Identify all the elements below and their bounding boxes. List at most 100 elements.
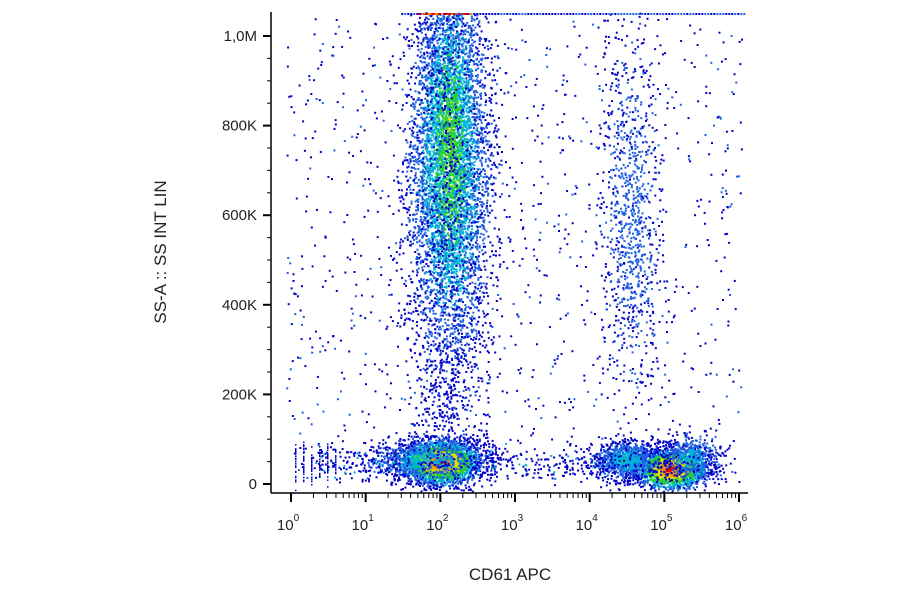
data-dot <box>427 206 430 208</box>
data-dot <box>484 214 487 216</box>
data-dot <box>496 309 499 312</box>
data-dot <box>436 169 439 172</box>
data-dot <box>671 419 674 422</box>
data-dot <box>459 193 462 196</box>
data-dot <box>462 285 465 288</box>
data-dot <box>432 222 435 224</box>
data-dot <box>445 302 447 305</box>
data-dot <box>444 250 446 253</box>
data-dot <box>453 281 456 284</box>
data-dot <box>376 165 379 168</box>
data-dot <box>430 258 433 261</box>
data-dot <box>376 210 379 213</box>
data-dot <box>487 337 490 340</box>
data-dot <box>460 180 463 183</box>
data-dot <box>414 200 417 203</box>
data-dot <box>476 151 479 154</box>
data-dot <box>599 132 602 135</box>
data-dot <box>611 100 614 103</box>
data-dot <box>416 205 419 208</box>
data-dot <box>311 346 314 349</box>
data-dot <box>428 182 431 185</box>
data-dot <box>419 260 422 263</box>
data-dot <box>467 167 470 170</box>
data-dot <box>528 296 531 299</box>
data-dot <box>472 206 475 209</box>
data-dot <box>437 92 440 95</box>
data-dot <box>297 469 300 472</box>
data-dot <box>314 130 317 133</box>
data-dot <box>458 284 461 287</box>
data-dot <box>441 214 444 217</box>
data-dot <box>558 251 561 254</box>
data-dot <box>482 227 485 230</box>
data-dot <box>440 147 442 150</box>
data-dot <box>447 242 450 245</box>
data-dot <box>431 211 434 214</box>
data-dot <box>485 125 488 128</box>
data-dot <box>688 158 691 161</box>
data-dot <box>429 166 432 169</box>
data-dot <box>386 373 389 376</box>
data-dot <box>480 131 483 134</box>
data-dot <box>399 325 402 328</box>
data-dot <box>426 165 429 168</box>
data-dot <box>290 323 293 326</box>
data-dot <box>442 291 445 294</box>
data-dot <box>475 349 478 352</box>
data-dot <box>431 41 434 44</box>
data-dot <box>340 390 342 393</box>
data-dot <box>483 210 485 213</box>
data-dot <box>438 189 441 192</box>
data-dot <box>441 364 444 367</box>
data-dot <box>341 440 344 443</box>
data-dot <box>434 159 437 162</box>
data-dot <box>399 200 402 203</box>
data-dot <box>486 202 488 204</box>
data-dot <box>438 233 441 236</box>
data-dot <box>426 340 429 343</box>
data-dot <box>468 276 470 279</box>
data-dot <box>416 161 418 164</box>
data-dot <box>402 161 404 164</box>
data-dot <box>731 130 734 132</box>
data-dot <box>451 268 454 271</box>
data-dot <box>417 185 420 188</box>
data-dot <box>572 427 575 430</box>
data-dot <box>428 213 431 215</box>
data-dot <box>538 238 541 241</box>
data-dot <box>705 85 708 88</box>
data-dot <box>404 156 407 159</box>
data-dot <box>315 98 318 100</box>
data-dot <box>454 184 457 187</box>
data-dot <box>462 159 465 162</box>
data-dot <box>426 177 429 179</box>
data-dot <box>432 166 435 169</box>
data-dot <box>466 165 469 168</box>
data-dot <box>442 27 445 30</box>
data-dot <box>534 139 537 142</box>
data-dot <box>312 456 315 459</box>
data-dot <box>434 225 437 228</box>
data-dot <box>696 44 699 46</box>
data-dot <box>409 214 411 217</box>
data-dot <box>420 159 423 162</box>
data-dot <box>403 322 406 325</box>
data-dot <box>416 145 419 148</box>
data-dot <box>450 300 453 303</box>
data-dot <box>486 199 489 202</box>
data-dot <box>442 169 445 172</box>
data-dot <box>476 145 478 148</box>
data-dot <box>717 68 720 71</box>
data-dot <box>424 369 427 372</box>
data-dot <box>709 372 712 375</box>
data-dot <box>433 70 436 73</box>
data-dot <box>433 386 436 389</box>
data-dot <box>449 182 452 185</box>
data-dot <box>492 131 495 134</box>
data-dot <box>436 244 439 247</box>
data-dot <box>441 377 444 379</box>
data-dot <box>626 134 629 137</box>
data-dot <box>464 245 467 248</box>
data-dot <box>445 276 448 279</box>
